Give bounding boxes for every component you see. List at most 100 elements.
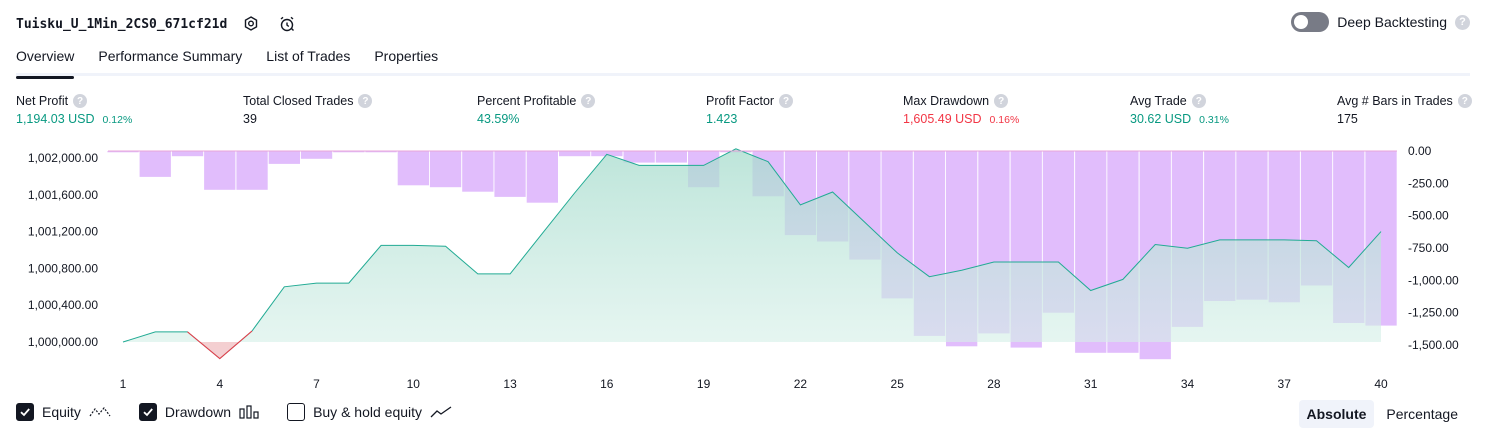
drawdown-bar <box>107 151 139 153</box>
metric-label: Total Closed Trades <box>243 94 354 108</box>
help-icon[interactable]: ? <box>581 94 596 108</box>
drawdown-checkbox[interactable] <box>138 403 157 421</box>
right-axis-tick-label: -1,250.00 <box>1408 306 1459 320</box>
metric-label: Net Profit <box>16 94 69 108</box>
tab-bar: Overview Performance Summary List of Tra… <box>16 44 1470 79</box>
deep-backtesting-toggle[interactable] <box>1291 12 1330 32</box>
metric-value: 1.423 <box>706 112 738 126</box>
help-icon[interactable]: ? <box>358 94 373 108</box>
metric-avg-bars-in-trades: Avg # Bars in Trades? 175 <box>1337 92 1472 130</box>
x-axis-tick-label: 31 <box>1084 377 1098 391</box>
left-axis-tick-label: 1,000,400.00 <box>28 298 98 312</box>
drawdown-bar <box>139 151 171 177</box>
drawdown-bar <box>300 151 333 159</box>
equity-loss-line <box>187 330 253 360</box>
tab-properties[interactable]: Properties <box>374 48 439 64</box>
legend-equity-label: Equity <box>42 404 81 420</box>
metric-total-closed-trades: Total Closed Trades? 39 <box>243 92 373 130</box>
drawdown-bar <box>397 151 429 186</box>
tab-list-of-trades[interactable]: List of Trades <box>266 48 351 64</box>
metric-value: 175 <box>1337 112 1358 126</box>
left-axis-tick-label: 1,000,000.00 <box>28 335 98 349</box>
help-icon[interactable]: ? <box>1457 94 1472 108</box>
drawdown-bar <box>171 151 204 157</box>
legend-buy-hold[interactable]: Buy & hold equity <box>287 403 452 421</box>
tab-performance-summary[interactable]: Performance Summary <box>98 48 243 64</box>
metric-net-profit: Net Profit? 1,194.03 USD 0.12% <box>16 92 132 130</box>
value-mode-switch: Absolute Percentage <box>1298 400 1467 428</box>
buy-hold-line-icon <box>430 406 452 418</box>
equity-line-icon <box>89 407 111 417</box>
x-axis-tick-label: 4 <box>216 377 223 391</box>
legend-equity[interactable]: Equity <box>16 403 111 421</box>
drawdown-bar <box>559 151 591 157</box>
drawdown-bars-icon <box>239 405 259 419</box>
metric-value: 43.59% <box>477 112 520 126</box>
x-axis-tick-label: 22 <box>794 377 808 391</box>
help-icon[interactable]: ? <box>994 94 1009 108</box>
x-axis-tick-label: 34 <box>1181 377 1195 391</box>
metric-value: 30.62 USD <box>1130 112 1192 126</box>
drawdown-bar <box>462 151 494 192</box>
metric-label: Avg # Bars in Trades <box>1337 94 1453 108</box>
help-icon[interactable]: ? <box>779 94 794 108</box>
drawdown-bar <box>429 151 462 188</box>
equity-loss-area <box>199 342 240 359</box>
metric-percent: 0.12% <box>102 114 133 126</box>
strategy-header: Tuisku_U_1Min_2CS0_671cf21d <box>16 12 299 36</box>
drawdown-bar <box>268 151 300 164</box>
drawdown-bar <box>333 151 365 153</box>
metric-value: 1,194.03 USD <box>16 112 95 126</box>
x-axis-tick-label: 19 <box>697 377 711 391</box>
right-axis-tick-label: -250.00 <box>1408 176 1449 190</box>
x-axis-tick-label: 28 <box>987 377 1001 391</box>
buy-hold-checkbox[interactable] <box>287 403 306 421</box>
x-axis-tick-label: 37 <box>1278 377 1292 391</box>
drawdown-bar <box>204 151 236 190</box>
metric-percent: 0.16% <box>989 114 1020 126</box>
metric-value: 1,605.49 USD <box>903 112 982 126</box>
right-axis-tick-label: -1,000.00 <box>1408 273 1459 287</box>
help-icon[interactable]: ? <box>1191 94 1206 108</box>
metric-value: 39 <box>243 112 257 126</box>
drawdown-bar <box>623 151 655 163</box>
x-axis-tick-label: 13 <box>503 377 517 391</box>
metric-percent: 0.31% <box>1199 114 1229 126</box>
metric-max-drawdown: Max Drawdown? 1,605.49 USD 0.16% <box>903 92 1019 130</box>
metric-percent-profitable: Percent Profitable? 43.59% <box>477 92 596 130</box>
x-axis-tick-label: 25 <box>891 377 905 391</box>
strategy-name: Tuisku_U_1Min_2CS0_671cf21d <box>16 16 228 32</box>
x-axis-tick-label: 7 <box>313 377 320 391</box>
right-axis-tick-label: -1,500.00 <box>1408 338 1459 352</box>
mode-percentage-button[interactable]: Percentage <box>1386 406 1458 422</box>
legend-drawdown[interactable]: Drawdown <box>138 403 259 421</box>
legend-drawdown-label: Drawdown <box>164 404 232 420</box>
equity-drawdown-chart[interactable]: 1,002,000.00 1,001,600.00 1,001,200.00 1,00… <box>0 140 1486 395</box>
chart-legend: Equity Drawdown Buy & hold equity <box>16 403 452 421</box>
metric-label: Avg Trade <box>1130 94 1187 108</box>
right-axis-tick-label: -500.00 <box>1408 209 1449 223</box>
equity-checkbox[interactable] <box>16 403 34 421</box>
help-icon[interactable]: ? <box>73 94 88 108</box>
equity-area <box>123 148 1381 359</box>
mode-absolute-button[interactable]: Absolute <box>1298 400 1375 428</box>
help-icon[interactable]: ? <box>1455 14 1470 30</box>
metric-label: Max Drawdown <box>903 94 990 108</box>
tab-overview[interactable]: Overview <box>16 44 75 79</box>
alarm-clock-icon[interactable] <box>275 12 299 36</box>
drawdown-bar <box>494 151 526 197</box>
metric-profit-factor: Profit Factor? 1.423 <box>706 92 794 130</box>
right-axis-tick-label: -750.00 <box>1408 241 1449 255</box>
drawdown-bar <box>236 151 268 190</box>
left-axis-tick-label: 1,001,200.00 <box>28 225 98 239</box>
x-axis-tick-label: 10 <box>407 377 421 391</box>
right-axis-tick-label: 0.00 <box>1408 144 1432 158</box>
drawdown-bar <box>365 151 397 153</box>
gear-icon[interactable] <box>239 12 263 36</box>
drawdown-bar <box>526 151 558 203</box>
deep-backtesting-label: Deep Backtesting <box>1337 14 1447 30</box>
x-axis-tick-label: 1 <box>120 377 127 391</box>
metric-avg-trade: Avg Trade? 30.62 USD 0.31% <box>1130 92 1229 130</box>
drawdown-bar <box>655 151 687 163</box>
left-axis-tick-label: 1,002,000.00 <box>28 151 98 165</box>
